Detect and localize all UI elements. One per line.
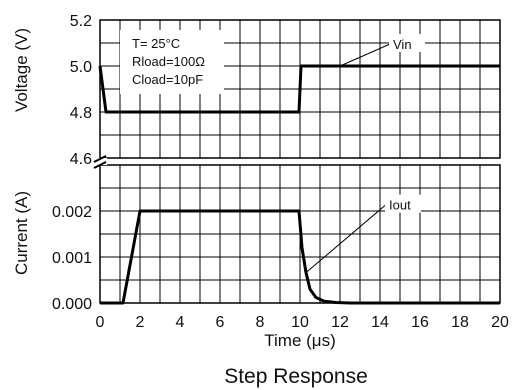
y-axis-title-voltage: Voltage (V) xyxy=(12,28,31,112)
y-tick-label: 0.002 xyxy=(52,204,92,221)
axis-break-mark xyxy=(93,155,107,163)
annotation-label-vin: Vin xyxy=(393,37,412,52)
axis-break-gap xyxy=(93,158,107,165)
condition-text: Cload=10pF xyxy=(132,72,203,87)
x-axis-title: Time (μs) xyxy=(264,331,336,350)
x-tick-label: 12 xyxy=(331,314,349,331)
y-tick-label: 5.0 xyxy=(70,59,92,76)
annotations: Vin T= 25°C Rload=100Ω Cload=10pF Iout xyxy=(93,30,425,274)
y-axis-title-current: Current (A) xyxy=(12,191,31,275)
plot-frame xyxy=(99,164,501,304)
y-tick-label: 4.6 xyxy=(70,151,92,168)
annotation-label-bg xyxy=(389,34,425,52)
annotation-leader xyxy=(305,204,387,274)
x-tick-label: 18 xyxy=(451,314,469,331)
x-tick-label: 8 xyxy=(256,314,265,331)
x-tick-label: 20 xyxy=(491,314,509,331)
x-tick-label: 14 xyxy=(371,314,389,331)
condition-text: Rload=100Ω xyxy=(132,54,205,69)
x-tick-label: 0 xyxy=(96,314,105,331)
y-tick-label: 0.001 xyxy=(52,250,92,267)
series-lines xyxy=(98,64,500,305)
annotation-leader xyxy=(339,43,391,67)
chart-caption: Step Response xyxy=(224,365,368,388)
y-tick-label: 0.000 xyxy=(52,296,92,313)
condition-text: T= 25°C xyxy=(132,36,180,51)
x-tick-label: 4 xyxy=(176,314,185,331)
axis-break-mark xyxy=(93,161,107,169)
x-tick-label: 6 xyxy=(216,314,225,331)
series-line-iout xyxy=(100,209,500,305)
series-line-vin xyxy=(98,64,500,114)
annotation-label-iout: Iout xyxy=(389,198,411,213)
plot-frames xyxy=(99,19,501,304)
annotation-label-bg xyxy=(385,194,421,213)
x-tick-label: 10 xyxy=(291,314,309,331)
conditions-box xyxy=(120,30,224,94)
plot-frame xyxy=(99,19,501,159)
x-tick-label: 2 xyxy=(136,314,145,331)
y-tick-label: 5.2 xyxy=(70,13,92,30)
y-tick-label: 4.8 xyxy=(70,105,92,122)
x-tick-label: 16 xyxy=(411,314,429,331)
